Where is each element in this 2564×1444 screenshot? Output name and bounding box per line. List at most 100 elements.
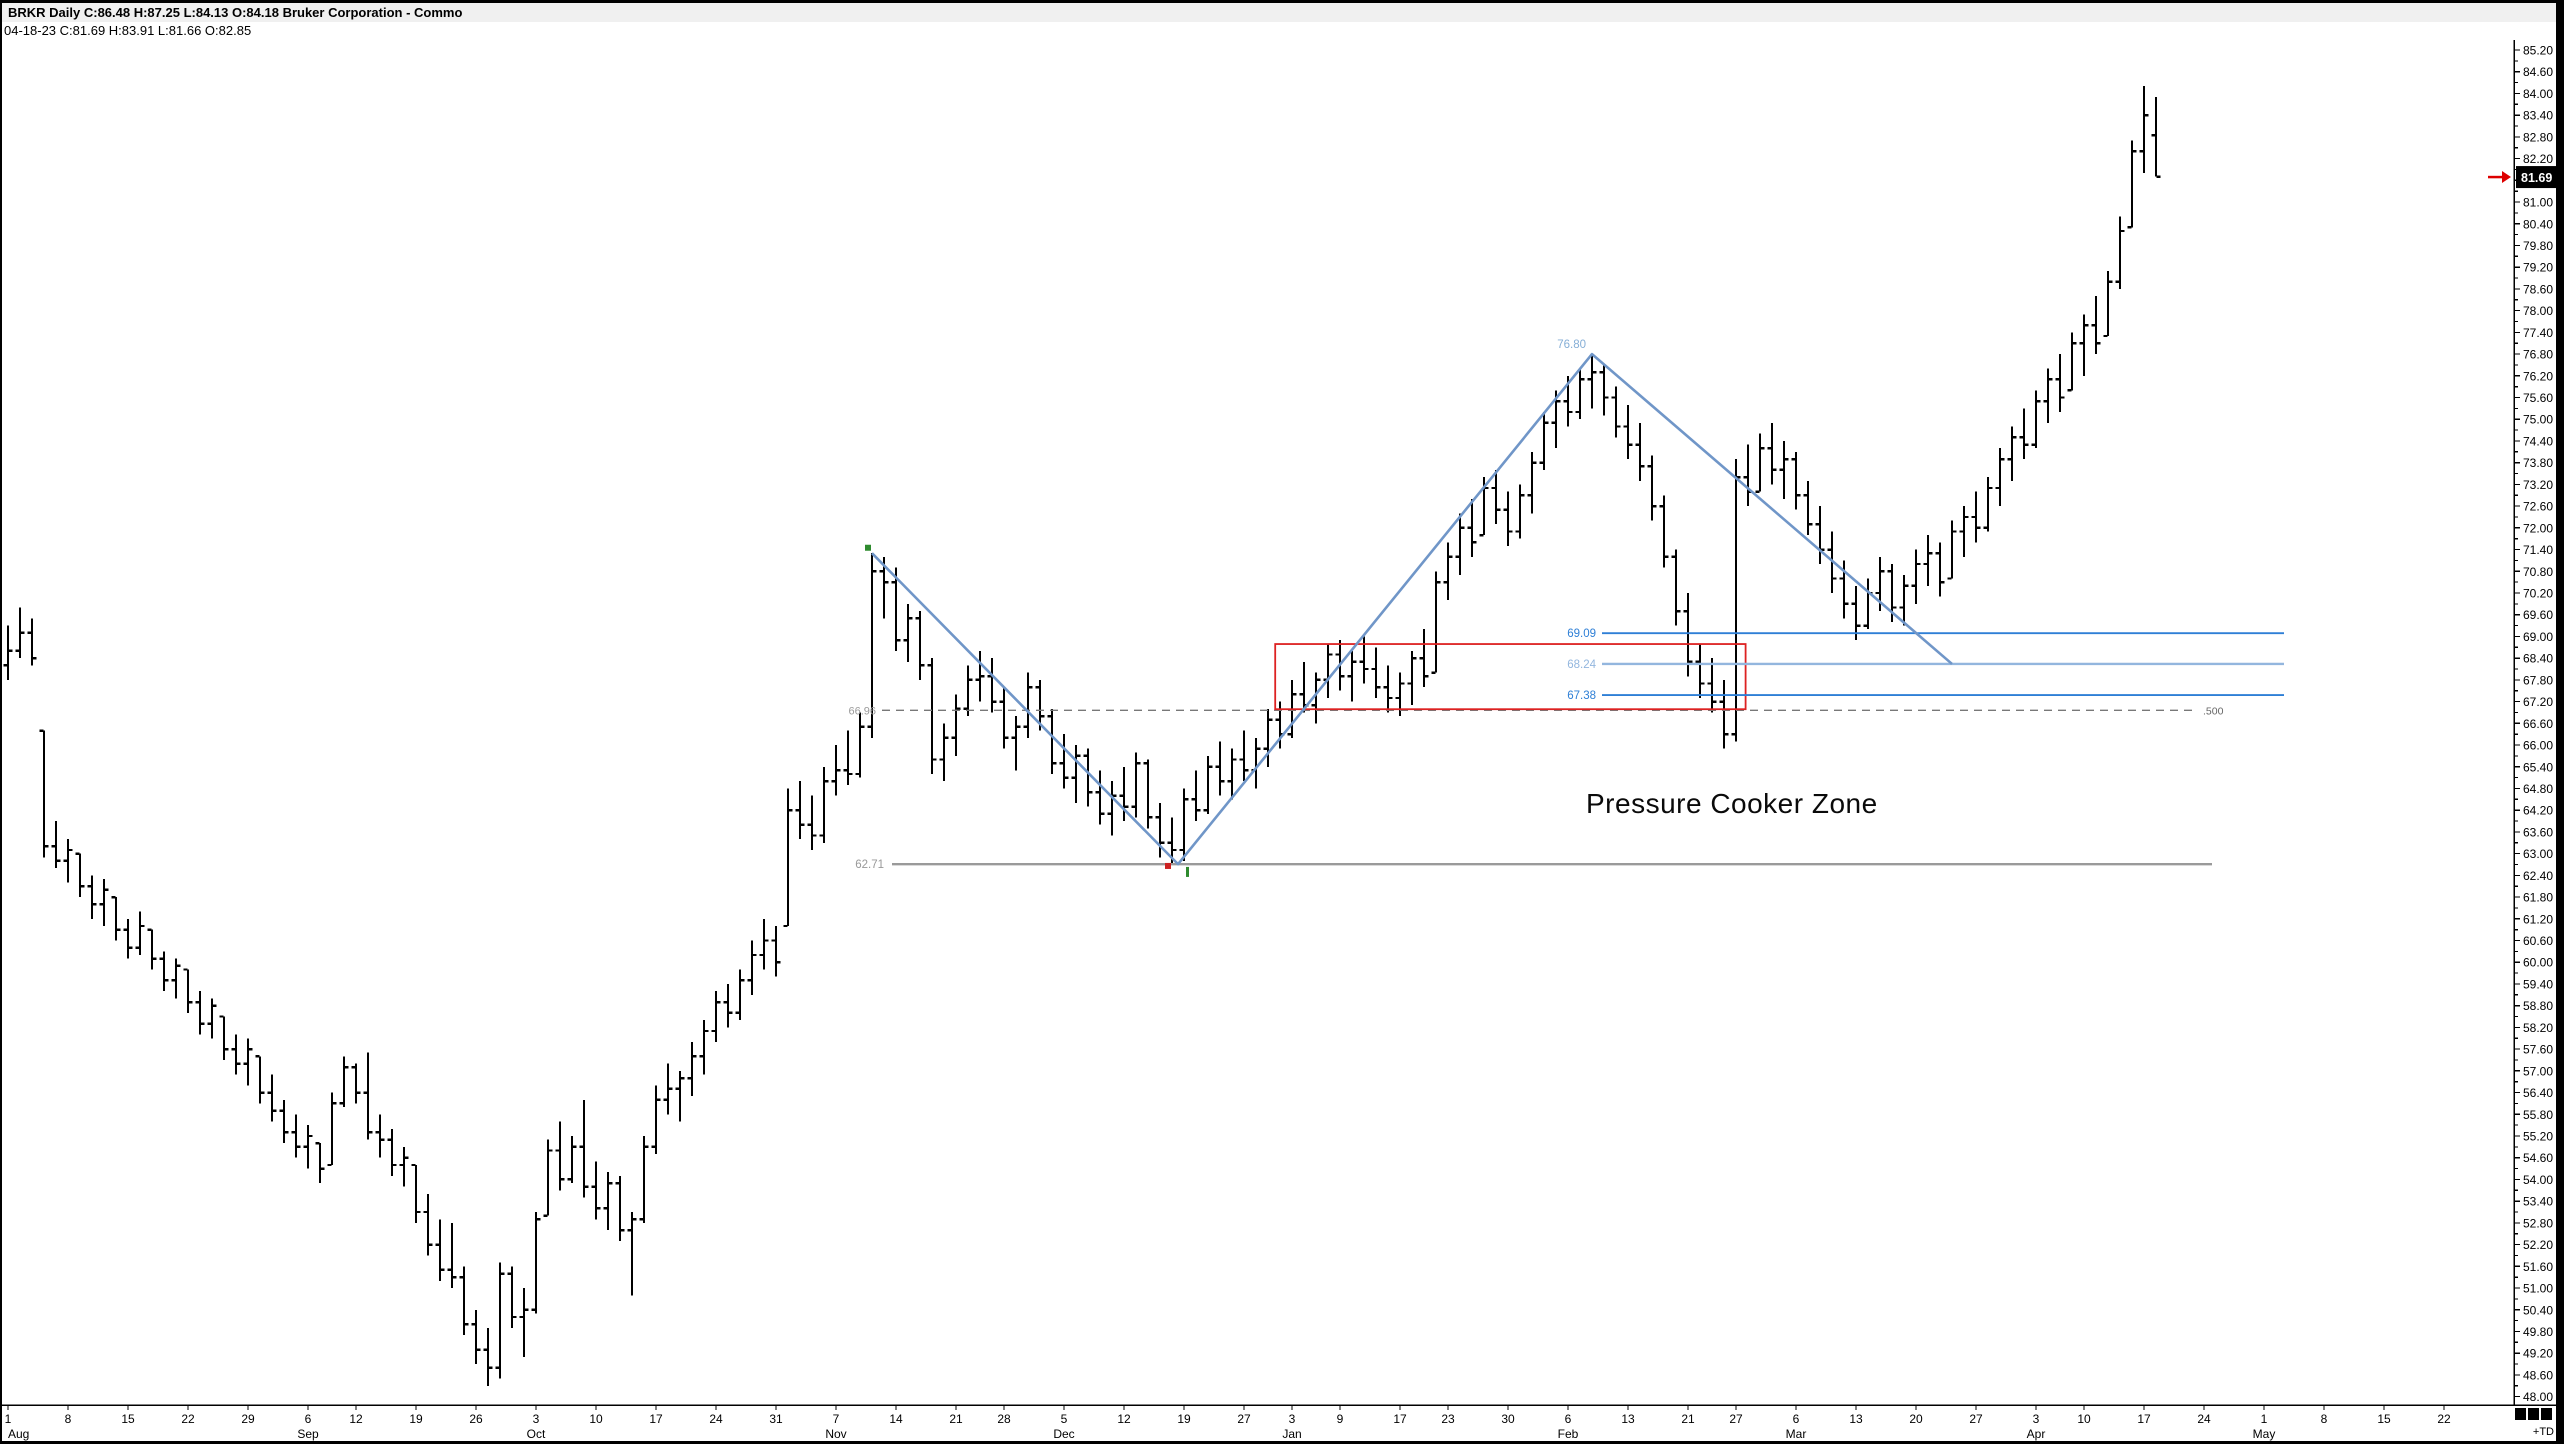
date-tick-label: 12 — [1117, 1412, 1131, 1426]
price-tick-label: 58.80 — [2523, 999, 2553, 1013]
red-consolidation-box[interactable] — [1274, 643, 1747, 711]
month-label: Apr — [2027, 1427, 2046, 1441]
cursor-readout-bar: 04-18-23 C:81.69 H:83.91 L:81.66 O:82.85 — [2, 22, 2558, 40]
price-tick-label: 53.40 — [2523, 1195, 2553, 1209]
date-tick-label: 20 — [1909, 1412, 1923, 1426]
fib-label-69.09: 69.09 — [1567, 628, 1596, 640]
price-tick-label: 49.20 — [2523, 1347, 2553, 1361]
price-axis[interactable]: 48.00 48.60 49.20 49.80 50.40 51.00 51.60 52.20… — [2488, 16, 2562, 1405]
date-tick-label: 22 — [181, 1412, 195, 1426]
price-tick-label: 73.20 — [2523, 478, 2553, 492]
price-tick-label: 75.60 — [2523, 391, 2553, 405]
date-tick-label: 15 — [2377, 1412, 2391, 1426]
toolbar-square-icon[interactable] — [2515, 1408, 2526, 1420]
price-tick-label: 74.40 — [2523, 434, 2553, 448]
price-tick-label: 66.00 — [2523, 739, 2553, 753]
date-tick-label: 13 — [1621, 1412, 1635, 1426]
date-tick-label: 17 — [649, 1412, 663, 1426]
title-text: BRKR Daily C:86.48 H:87.25 L:84.13 O:84.… — [8, 5, 463, 20]
month-label: May — [2253, 1427, 2276, 1441]
price-tick-label: 84.00 — [2523, 87, 2553, 101]
date-tick-label: 8 — [65, 1412, 72, 1426]
price-tick-label: 54.00 — [2523, 1173, 2553, 1187]
signal-marker — [1186, 866, 1189, 877]
price-tick-label: 57.00 — [2523, 1064, 2553, 1078]
fib-label-67.38: 67.38 — [1567, 690, 1596, 702]
date-tick-label: 28 — [997, 1412, 1011, 1426]
date-tick-label: 19 — [1177, 1412, 1191, 1426]
price-tick-label: 63.00 — [2523, 847, 2553, 861]
last-price-badge: 81.69 — [2516, 166, 2562, 189]
support-line-label: 62.71 — [855, 859, 884, 871]
date-tick-label: 14 — [889, 1412, 903, 1426]
window-edge-bottom — [0, 1441, 2564, 1444]
price-tick-label: 59.40 — [2523, 977, 2553, 991]
price-tick-label: 49.80 — [2523, 1325, 2553, 1339]
month-label: Dec — [1053, 1427, 1074, 1441]
date-axis[interactable]: 1 8 15 22 29 6 12 19 26 3 10 17 24 31 7 14 21 28 5 12 19 27 3 9… — [0, 1404, 2556, 1441]
price-tick-label: 48.60 — [2523, 1368, 2553, 1382]
window-edge-top — [0, 0, 2564, 3]
month-label: Nov — [825, 1427, 846, 1441]
month-label: Oct — [527, 1427, 546, 1441]
price-tick-label: 77.40 — [2523, 326, 2553, 340]
date-tick-label: 15 — [121, 1412, 135, 1426]
toolbar-square-icon[interactable] — [2541, 1408, 2552, 1420]
date-tick-label: 26 — [469, 1412, 483, 1426]
date-tick-label: 5 — [1061, 1412, 1068, 1426]
month-label: Mar — [1786, 1427, 1807, 1441]
zigzag-trendline[interactable] — [871, 352, 1953, 866]
price-tick-label: 52.80 — [2523, 1216, 2553, 1230]
date-tick-label: 27 — [1237, 1412, 1251, 1426]
date-tick-label: 3 — [533, 1412, 540, 1426]
date-tick-label: 27 — [1969, 1412, 1983, 1426]
month-label: Feb — [1558, 1427, 1579, 1441]
price-tick-label: 82.80 — [2523, 130, 2553, 144]
price-tick-label: 62.40 — [2523, 869, 2553, 883]
date-tick-label: 21 — [949, 1412, 963, 1426]
price-tick-label: 60.60 — [2523, 934, 2553, 948]
price-tick-label: 61.20 — [2523, 912, 2553, 926]
price-tick-label: 55.20 — [2523, 1130, 2553, 1144]
price-tick-label: 78.00 — [2523, 304, 2553, 318]
date-tick-label: 9 — [1337, 1412, 1344, 1426]
signal-marker — [865, 544, 871, 551]
symbol-title-bar: BRKR Daily C:86.48 H:87.25 L:84.13 O:84.… — [2, 3, 2562, 22]
date-tick-label: 10 — [2077, 1412, 2091, 1426]
date-tick-label: 13 — [1849, 1412, 1863, 1426]
price-tick-label: 76.80 — [2523, 348, 2553, 362]
price-tick-label: 73.80 — [2523, 456, 2553, 470]
date-tick-label: 29 — [241, 1412, 255, 1426]
date-tick-label: 7 — [833, 1412, 840, 1426]
price-tick-label: 69.60 — [2523, 608, 2553, 622]
date-tick-label: 10 — [589, 1412, 603, 1426]
month-label: Sep — [297, 1427, 319, 1441]
price-tick-label: 72.00 — [2523, 521, 2553, 535]
month-label: Aug — [8, 1427, 29, 1441]
price-tick-label: 60.00 — [2523, 956, 2553, 970]
toolbar-square-icon[interactable] — [2528, 1408, 2539, 1420]
price-tick-label: 70.20 — [2523, 587, 2553, 601]
date-tick-label: 6 — [305, 1412, 312, 1426]
bottom-toolbar: +TD — [2514, 1407, 2556, 1441]
price-tick-label: 84.60 — [2523, 65, 2553, 79]
drawn-annotations[interactable]: 62.71 66.96 .500 69.09 68.24 67.38 76.80 — [848, 339, 2284, 877]
date-tick-label: 27 — [1729, 1412, 1743, 1426]
date-tick-label: 3 — [1289, 1412, 1296, 1426]
price-tick-label: 57.60 — [2523, 1043, 2553, 1057]
window-edge-right — [2556, 0, 2564, 1444]
price-tick-label: 83.40 — [2523, 109, 2553, 123]
td-button[interactable]: +TD — [2532, 1426, 2554, 1438]
date-tick-label: 31 — [769, 1412, 783, 1426]
window-edge-left — [0, 0, 2, 1444]
price-tick-label: 67.20 — [2523, 695, 2553, 709]
date-tick-label: 30 — [1501, 1412, 1515, 1426]
price-bars — [3, 86, 2161, 1386]
price-tick-label: 67.80 — [2523, 673, 2553, 687]
price-tick-label: 61.80 — [2523, 891, 2553, 905]
price-tick-label: 78.60 — [2523, 282, 2553, 296]
date-tick-label: 6 — [1565, 1412, 1572, 1426]
price-tick-label: 85.20 — [2523, 44, 2553, 58]
price-tick-label: 55.80 — [2523, 1108, 2553, 1122]
